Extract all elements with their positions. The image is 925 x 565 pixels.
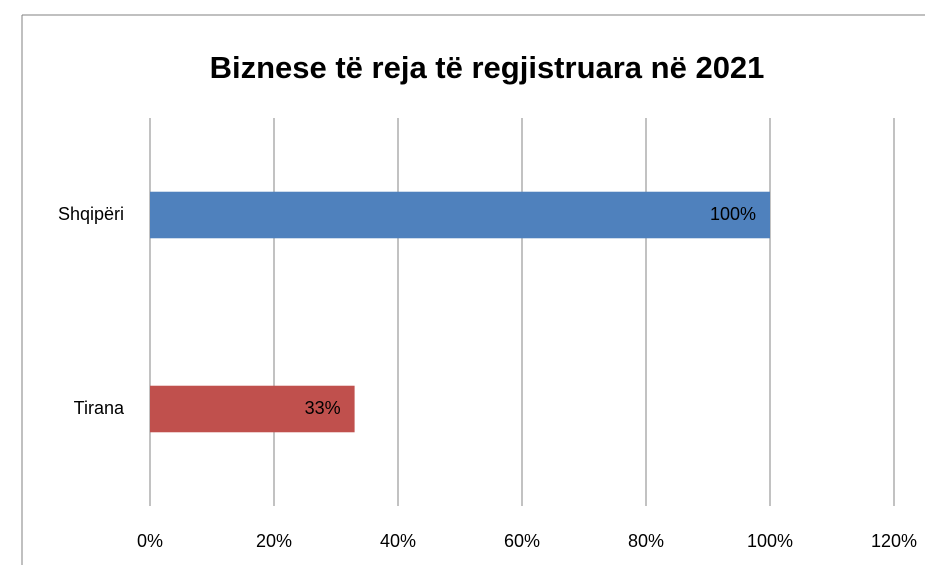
x-tick-label: 120% <box>871 531 917 551</box>
x-tick-label: 100% <box>747 531 793 551</box>
data-label: 100% <box>710 204 756 224</box>
x-tick-label: 60% <box>504 531 540 551</box>
x-tick-label: 80% <box>628 531 664 551</box>
x-tick-label: 0% <box>137 531 163 551</box>
data-label: 33% <box>305 398 341 418</box>
chart-title: Biznese të reja të regjistruara në 2021 <box>210 50 765 85</box>
bar <box>150 191 770 239</box>
y-tick-label: Shqipëri <box>58 204 124 224</box>
y-tick-label: Tirana <box>74 398 125 418</box>
bar <box>150 385 355 433</box>
x-tick-label: 20% <box>256 531 292 551</box>
x-tick-label: 40% <box>380 531 416 551</box>
